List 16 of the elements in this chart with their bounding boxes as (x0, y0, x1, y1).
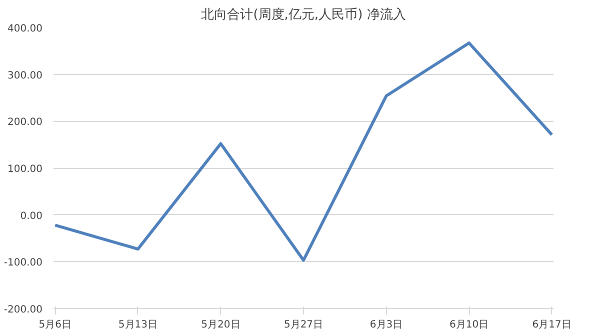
x-tick-label: 5月13日 (118, 320, 158, 330)
x-tick-label: 5月27日 (284, 320, 324, 330)
chart-title: 北向合计(周度,亿元,人民币) 净流入 (201, 6, 406, 22)
y-tick-label: 0.00 (20, 210, 42, 222)
y-tick-label: -200.00 (4, 304, 43, 316)
y-tick-label: 400.00 (8, 24, 43, 34)
y-tick-label: 300.00 (8, 70, 43, 82)
x-tick-label: 6月3日 (370, 320, 403, 330)
x-tick-label: 5月6日 (38, 320, 72, 330)
x-tick-label: 6月17日 (532, 320, 572, 330)
y-tick-label: 200.00 (8, 117, 43, 128)
y-tick-label: -100.00 (4, 258, 43, 269)
x-tick-label: 5月20日 (201, 320, 240, 330)
x-tick-label: 6月10日 (450, 320, 489, 330)
line-series (54, 41, 554, 262)
y-tick-label: 100.00 (8, 164, 43, 175)
